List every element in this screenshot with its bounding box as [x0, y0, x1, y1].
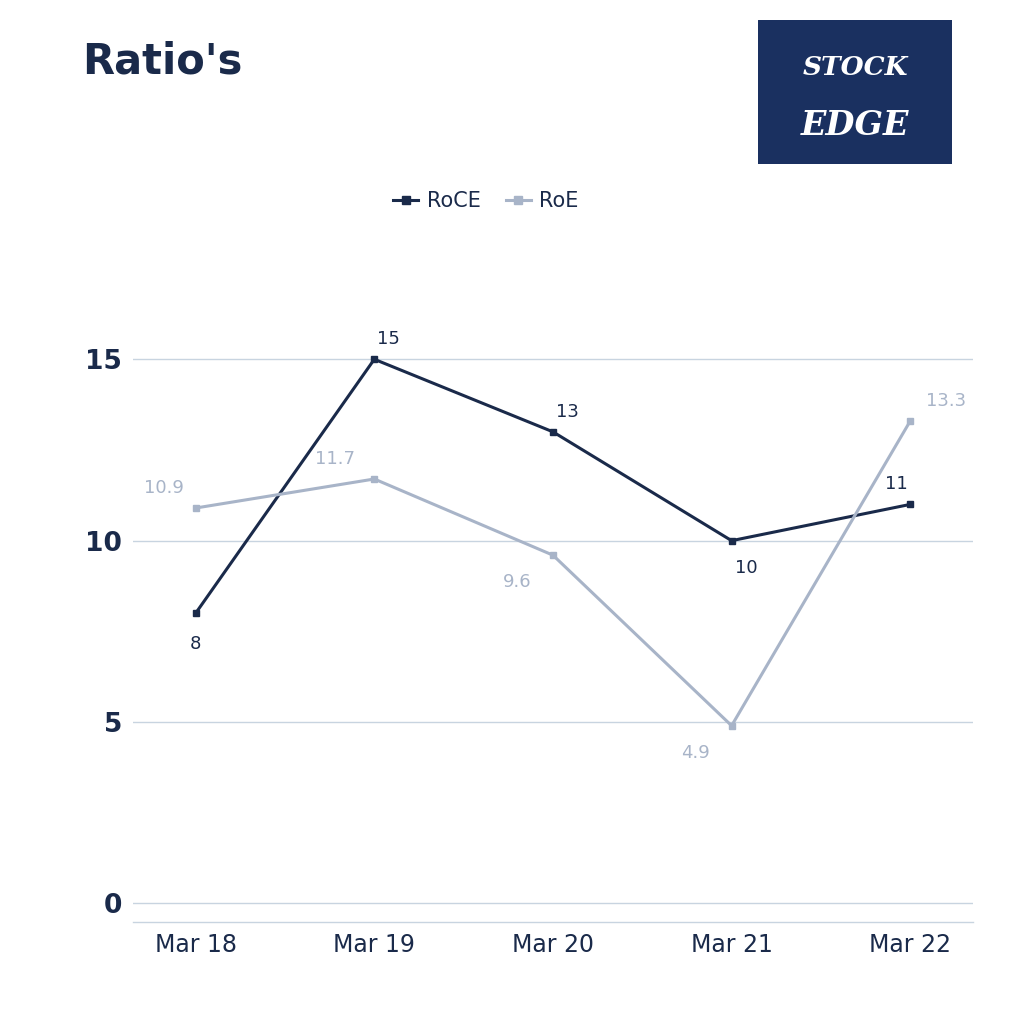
Text: 13: 13 — [556, 402, 579, 421]
Text: 10: 10 — [734, 559, 757, 577]
Text: 10.9: 10.9 — [143, 479, 183, 497]
Text: 15: 15 — [377, 331, 400, 348]
Text: 9.6: 9.6 — [503, 573, 531, 592]
Text: 11: 11 — [885, 475, 907, 494]
Legend: RoCE, RoE: RoCE, RoE — [385, 183, 587, 219]
Text: 11.7: 11.7 — [315, 450, 355, 468]
Text: EDGE: EDGE — [801, 109, 909, 141]
Text: Ratio's: Ratio's — [82, 41, 243, 83]
Text: 8: 8 — [190, 635, 202, 653]
Text: 4.9: 4.9 — [682, 743, 711, 762]
Text: STOCK: STOCK — [802, 55, 908, 80]
Text: 13.3: 13.3 — [926, 392, 966, 410]
